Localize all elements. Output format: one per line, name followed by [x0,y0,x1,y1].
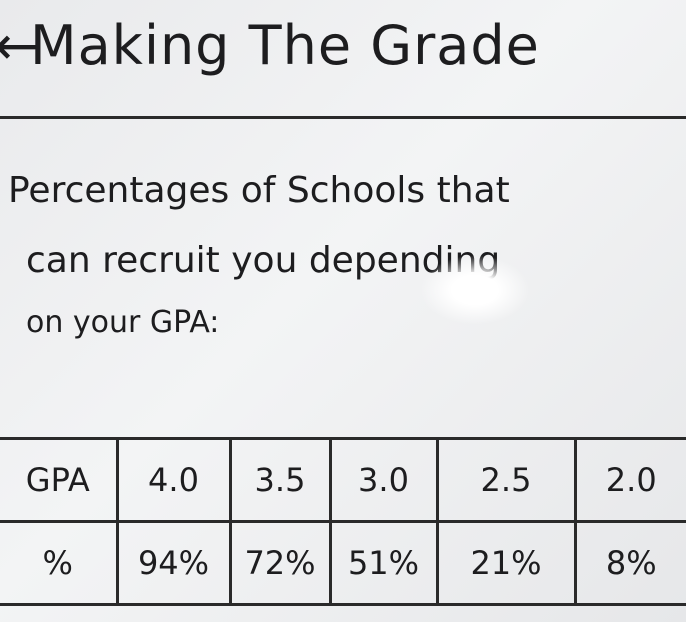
table-cell: 8% [573,520,686,606]
table-cell: 3.0 [328,437,439,523]
row-label: GPA [0,437,119,523]
table-cell: 3.5 [228,437,332,523]
row-label: % [0,520,119,606]
table-cell: 4.0 [115,437,232,523]
gpa-table: GPA 4.0 3.5 3.0 2.5 2.0% 94% 72% 51% 21% 8% [0,437,686,606]
light-glare [420,255,530,325]
table-cell: 2.0 [573,437,686,523]
table-cell: 2.5 [435,437,577,523]
table-row: % 94% 72% 51% 21% 8% [0,520,686,606]
arrow-icon: ← [0,14,40,77]
table-body: GPA 4.0 3.5 3.0 2.5 2.0% 94% 72% 51% 21% 8% [0,437,686,606]
table-cell: 72% [228,520,332,606]
table-row: GPA 4.0 3.5 3.0 2.5 2.0 [0,437,686,523]
title-underline [0,116,686,119]
subtitle-line: Percentages of Schools that [8,170,510,211]
title: Making The Grade [30,14,540,77]
subtitle-line: on your GPA: [26,305,220,340]
subtitle-line: can recruit you depending [26,240,501,281]
table-cell: 51% [328,520,439,606]
table-cell: 21% [435,520,577,606]
table-cell: 94% [115,520,232,606]
